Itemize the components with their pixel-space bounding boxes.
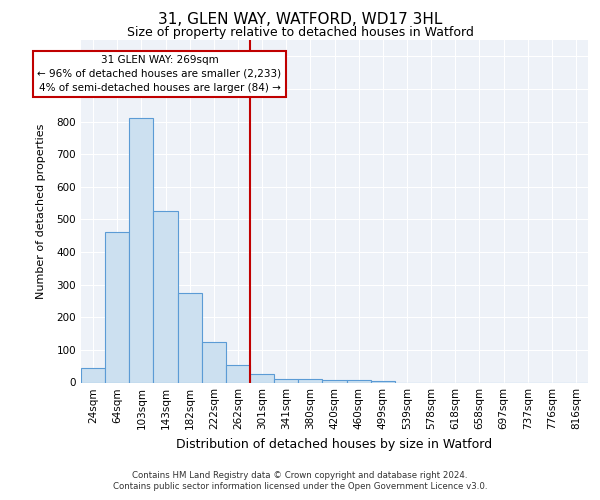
Bar bbox=[298, 378, 322, 382]
Bar bbox=[105, 232, 129, 382]
Bar bbox=[274, 379, 298, 382]
Bar bbox=[202, 342, 226, 382]
Bar bbox=[226, 364, 250, 382]
Bar bbox=[371, 381, 395, 382]
Y-axis label: Number of detached properties: Number of detached properties bbox=[36, 124, 46, 299]
Text: Contains public sector information licensed under the Open Government Licence v3: Contains public sector information licen… bbox=[113, 482, 487, 491]
Bar bbox=[250, 374, 274, 382]
Bar bbox=[81, 368, 105, 382]
X-axis label: Distribution of detached houses by size in Watford: Distribution of detached houses by size … bbox=[176, 438, 493, 451]
Text: 31 GLEN WAY: 269sqm
← 96% of detached houses are smaller (2,233)
4% of semi-deta: 31 GLEN WAY: 269sqm ← 96% of detached ho… bbox=[37, 54, 281, 92]
Text: 31, GLEN WAY, WATFORD, WD17 3HL: 31, GLEN WAY, WATFORD, WD17 3HL bbox=[158, 12, 442, 28]
Bar bbox=[347, 380, 371, 382]
Bar bbox=[322, 380, 347, 382]
Bar bbox=[154, 211, 178, 382]
Bar bbox=[178, 293, 202, 382]
Text: Size of property relative to detached houses in Watford: Size of property relative to detached ho… bbox=[127, 26, 473, 39]
Bar bbox=[129, 118, 154, 382]
Text: Contains HM Land Registry data © Crown copyright and database right 2024.: Contains HM Land Registry data © Crown c… bbox=[132, 471, 468, 480]
